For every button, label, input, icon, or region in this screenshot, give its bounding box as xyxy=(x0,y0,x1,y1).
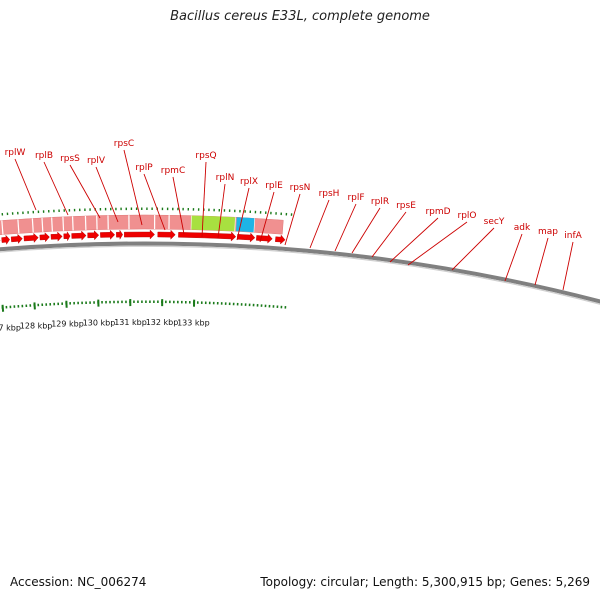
leader-line xyxy=(451,227,495,271)
leader-line xyxy=(236,187,250,241)
leader-line xyxy=(259,191,275,243)
gene-label: rpmC xyxy=(161,166,185,176)
gene-label: rplX xyxy=(240,177,258,187)
gene-label: rplV xyxy=(87,156,106,166)
band-separator xyxy=(62,216,65,231)
gene-label: secY xyxy=(484,217,505,227)
leader-line xyxy=(217,183,226,239)
band-separator xyxy=(71,216,74,231)
band-separator xyxy=(51,217,53,232)
leader-line xyxy=(172,176,185,235)
gene-arrow xyxy=(71,230,87,241)
gene-label: rpsS xyxy=(60,154,80,164)
highlight-green-segment xyxy=(191,215,236,232)
gene-arrow xyxy=(178,231,237,242)
gene-arrow xyxy=(63,231,71,242)
gene-label: rpmD xyxy=(425,207,450,217)
scale-label: 127 kbp xyxy=(0,324,21,333)
gene-labels: rplW rplB rpsS rplV rpsC rplP rpmC rpsQ rplN rplX… xyxy=(5,139,583,241)
gene-arrow xyxy=(87,230,100,241)
leader-line xyxy=(389,217,439,263)
leader-line xyxy=(14,158,37,211)
gene-arrow xyxy=(124,229,155,240)
gene-label: map xyxy=(538,227,558,237)
band-separator xyxy=(41,217,44,232)
gene-arrow xyxy=(236,232,256,243)
leader-line xyxy=(143,173,166,231)
gene-label: rplP xyxy=(135,163,153,173)
leader-line xyxy=(95,166,119,223)
gene-arrow xyxy=(157,229,176,240)
gene-label: rplO xyxy=(458,211,477,221)
leader-line xyxy=(309,199,330,249)
gene-arrow xyxy=(39,232,50,243)
scale-label: 132 kbp xyxy=(146,318,179,327)
scale-label: 130 kbp xyxy=(83,319,116,328)
gene-arrows xyxy=(0,229,286,245)
scale-label: 128 kbp xyxy=(20,321,53,330)
scale-major-tick xyxy=(1,304,5,312)
gene-arrow xyxy=(1,234,10,245)
gene-label: infA xyxy=(564,231,582,241)
gene-label: adk xyxy=(514,223,531,233)
gene-label: rplE xyxy=(265,181,283,191)
gene-arrow xyxy=(116,229,123,240)
leader-line xyxy=(351,207,381,254)
band-separator xyxy=(1,220,4,235)
highlight-blue-segment xyxy=(236,217,255,233)
topology-text: Topology: circular; Length: 5,300,915 bp… xyxy=(260,575,590,589)
leader-line xyxy=(43,161,69,216)
gene-label: rpsH xyxy=(319,189,340,199)
gene-label: rpsQ xyxy=(195,151,216,161)
gene-label: rpsE xyxy=(396,201,416,211)
band-separator xyxy=(17,219,20,234)
leader-line xyxy=(562,241,574,291)
leader-line xyxy=(123,149,143,226)
leader-line xyxy=(504,233,523,282)
gene-label: rpsC xyxy=(114,139,134,149)
scale-label: 133 kbp xyxy=(177,319,210,328)
gene-label: rplR xyxy=(371,197,389,207)
gene-arrow xyxy=(10,233,23,244)
band-separator xyxy=(31,218,34,233)
scale-ticks xyxy=(1,299,287,312)
gene-label: rplB xyxy=(35,151,53,161)
top-ticks xyxy=(1,207,293,216)
leader-line xyxy=(371,211,407,258)
gene-arrow xyxy=(50,231,63,242)
backbone-inner xyxy=(0,245,600,305)
gene-arrow xyxy=(275,234,286,245)
band-separator xyxy=(233,217,236,232)
gene-arrow xyxy=(23,232,39,243)
leader-line xyxy=(284,193,301,246)
scale-label: 131 kbp xyxy=(114,318,147,327)
gene-label: rplW xyxy=(5,148,26,158)
gene-label: rpsN xyxy=(290,183,311,193)
backbone xyxy=(0,241,600,305)
leader-line xyxy=(534,237,549,286)
leader-line xyxy=(201,161,207,238)
leader-line xyxy=(69,164,101,219)
leader-lines xyxy=(14,149,574,291)
map-title: Bacillus cereus E33L, complete genome xyxy=(170,9,430,24)
gene-label: rplN xyxy=(216,173,235,183)
gene-arrow xyxy=(256,233,273,244)
leader-line xyxy=(334,203,357,252)
scale-label: 129 kbp xyxy=(51,320,84,329)
leader-line xyxy=(407,221,468,266)
backbone-outer xyxy=(0,241,600,304)
gene-arrow xyxy=(100,229,115,240)
gene-label: rplF xyxy=(347,193,364,203)
accession-text: Accession: NC_006274 xyxy=(10,575,147,589)
